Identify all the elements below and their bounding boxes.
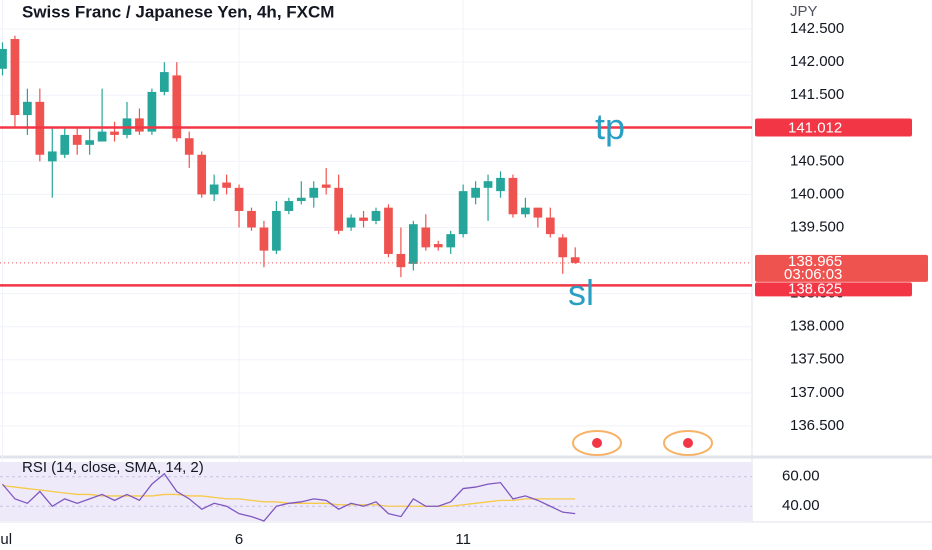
y-tick-label: 60.00 xyxy=(782,468,820,485)
x-tick-label: Jul xyxy=(0,531,12,548)
y-tick-label: 138.000 xyxy=(790,318,844,335)
y-tick-label: 141.500 xyxy=(790,86,844,103)
rsi-band xyxy=(0,462,752,521)
y-tick-label: 142.500 xyxy=(790,20,844,37)
rsi-line xyxy=(1,472,576,522)
candle-body xyxy=(222,182,231,188)
candle-body xyxy=(346,217,356,228)
candle-body xyxy=(10,39,20,116)
candle-body xyxy=(47,151,57,162)
alert-icon[interactable] xyxy=(663,430,713,456)
candle-body xyxy=(384,207,393,254)
candle-body xyxy=(147,91,157,132)
candle-body xyxy=(97,131,107,142)
candle-body xyxy=(272,210,281,251)
y-tick-label: 137.500 xyxy=(790,351,844,368)
y-tick-label: 142.000 xyxy=(790,53,844,70)
candle-body xyxy=(421,227,431,248)
candle-body xyxy=(570,257,580,263)
price-label-box xyxy=(755,282,912,297)
candle-body xyxy=(172,75,182,139)
axis-unit: JPY xyxy=(790,3,818,20)
y-tick-label: 139.500 xyxy=(790,218,844,235)
x-tick-label: 6 xyxy=(235,531,243,548)
candle-body xyxy=(135,118,144,132)
candle-body xyxy=(110,131,119,135)
candle-body xyxy=(184,138,194,155)
candle-body xyxy=(23,101,32,116)
candle-body xyxy=(458,191,468,235)
y-tick-label: 40.00 xyxy=(782,497,820,514)
alert-icon[interactable] xyxy=(572,430,622,456)
candle-body xyxy=(247,210,256,228)
candle-body xyxy=(371,210,381,221)
candle-body xyxy=(72,134,82,145)
candle-body xyxy=(321,184,331,188)
candle-body xyxy=(408,224,418,264)
candle-body xyxy=(85,140,94,145)
chart-title: Swiss Franc / Japanese Yen, 4h, FXCM xyxy=(22,2,334,21)
y-tick-label: 140.000 xyxy=(790,185,844,202)
price-label-box xyxy=(755,254,928,282)
y-tick-label: 137.000 xyxy=(790,384,844,401)
candle-body xyxy=(0,48,7,69)
candle-body xyxy=(259,227,269,251)
candle-body xyxy=(359,217,368,221)
candle-body xyxy=(433,244,443,248)
candle-body xyxy=(521,207,530,215)
alert-dot xyxy=(683,438,693,448)
candle-body xyxy=(60,134,70,155)
countdown: 03:06:03 xyxy=(784,266,842,283)
candle-body xyxy=(209,184,219,195)
candle-body xyxy=(159,72,169,92)
candle-body xyxy=(446,234,456,248)
candle-body xyxy=(197,154,207,195)
candle-body xyxy=(284,201,294,211)
price-label: 138.625 xyxy=(788,280,842,297)
candle-body xyxy=(396,253,406,268)
price-label-box xyxy=(755,118,912,137)
candle-body xyxy=(545,217,555,235)
price-label: 138.965 xyxy=(788,253,842,270)
candle-body xyxy=(496,177,505,192)
candle-body xyxy=(334,187,344,231)
alert-icons[interactable] xyxy=(572,430,713,456)
candle-body xyxy=(471,187,480,198)
alert-dot xyxy=(592,438,602,448)
x-tick-label: 11 xyxy=(455,531,471,548)
price-label: 141.012 xyxy=(788,119,842,136)
candle-body xyxy=(296,197,306,202)
line-annotation: sl xyxy=(568,272,594,313)
candle-body xyxy=(558,237,568,258)
y-tick-label: 136.500 xyxy=(790,417,844,434)
rsi-title: RSI (14, close, SMA, 14, 2) xyxy=(22,459,204,476)
candle-body xyxy=(533,207,543,218)
y-tick-label: 140.500 xyxy=(790,152,844,169)
line-annotation: tp xyxy=(595,106,625,147)
candle-body xyxy=(234,187,244,211)
candle-body xyxy=(508,177,518,215)
candle-body xyxy=(309,187,319,198)
candle-body xyxy=(483,181,493,188)
